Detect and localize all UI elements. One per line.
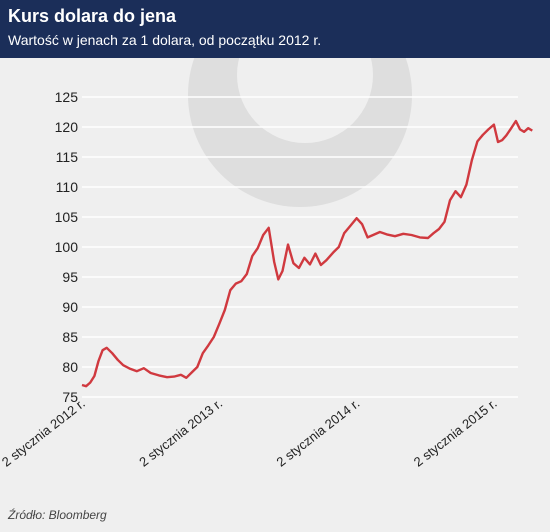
- source-note: Źródło: Bloomberg: [8, 508, 107, 522]
- x-tick-label: 2 stycznia 2013 r.: [136, 396, 225, 470]
- y-tick-label: 100: [55, 239, 79, 255]
- chart-title: Kurs dolara do jena: [8, 6, 177, 26]
- y-tick-label: 110: [56, 179, 79, 195]
- y-tick-label: 125: [55, 89, 79, 105]
- y-tick-label: 90: [62, 299, 78, 315]
- y-tick-label: 80: [62, 359, 78, 375]
- x-tick-label: 2 stycznia 2015 r.: [411, 396, 500, 470]
- y-tick-label: 105: [55, 209, 79, 225]
- y-tick-label: 115: [56, 149, 79, 165]
- x-tick-label: 2 stycznia 2014 r.: [273, 396, 362, 470]
- series-line: [81, 119, 533, 388]
- y-tick-label: 75: [62, 389, 78, 405]
- y-tick-label: 85: [62, 329, 78, 345]
- x-tick-label: 2 stycznia 2012 r.: [0, 396, 88, 470]
- x-axis-ticks: 2 stycznia 2012 r. 2 stycznia 2013 r. 2 st…: [0, 396, 500, 470]
- chart-header: Kurs dolara do jena Wartość w jenach za …: [0, 0, 550, 58]
- y-tick-label: 95: [62, 269, 78, 285]
- y-axis-ticks: 75 80 85 90 95 100 105 110 115 120 125: [55, 89, 79, 405]
- chart-subtitle: Wartość w jenach za 1 dolara, od początk…: [8, 32, 322, 48]
- y-tick-label: 120: [55, 119, 79, 135]
